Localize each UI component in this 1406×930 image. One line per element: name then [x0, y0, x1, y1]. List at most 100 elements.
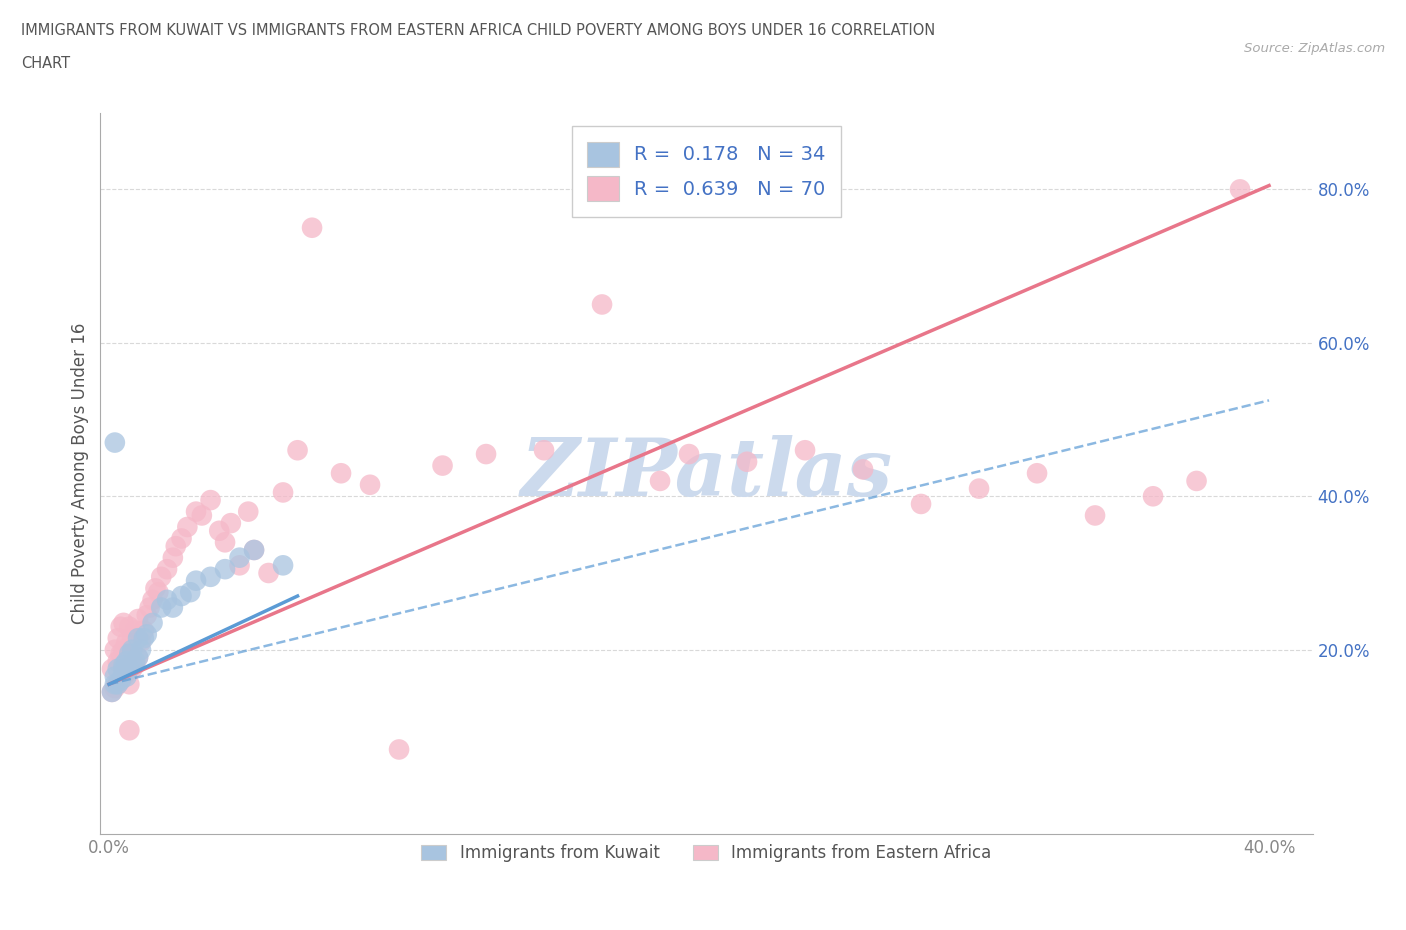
- Point: [214, 562, 236, 577]
- Point: [115, 670, 138, 684]
- Point: [142, 592, 165, 607]
- Point: [124, 654, 146, 669]
- Point: [121, 631, 143, 645]
- Point: [967, 481, 990, 496]
- Point: [112, 670, 135, 684]
- Point: [127, 631, 149, 645]
- Text: IMMIGRANTS FROM KUWAIT VS IMMIGRANTS FROM EASTERN AFRICA CHILD POVERTY AMONG BOY: IMMIGRANTS FROM KUWAIT VS IMMIGRANTS FRO…: [21, 23, 935, 38]
- Point: [101, 661, 124, 676]
- Point: [107, 631, 129, 645]
- Point: [104, 677, 127, 692]
- Point: [257, 565, 280, 580]
- Point: [118, 723, 141, 737]
- Point: [1185, 473, 1208, 488]
- Point: [118, 646, 141, 661]
- Point: [228, 551, 250, 565]
- Point: [191, 508, 214, 523]
- Point: [156, 562, 179, 577]
- Point: [118, 677, 141, 692]
- Point: [228, 558, 250, 573]
- Point: [110, 619, 132, 634]
- Point: [104, 681, 127, 696]
- Point: [156, 592, 179, 607]
- Y-axis label: Child Poverty Among Boys Under 16: Child Poverty Among Boys Under 16: [72, 323, 89, 624]
- Point: [852, 462, 875, 477]
- Point: [121, 643, 143, 658]
- Point: [110, 673, 132, 688]
- Point: [115, 665, 138, 680]
- Point: [124, 658, 146, 672]
- Point: [138, 600, 160, 615]
- Point: [142, 616, 165, 631]
- Point: [359, 477, 381, 492]
- Point: [104, 670, 127, 684]
- Point: [129, 643, 152, 658]
- Point: [104, 435, 127, 450]
- Point: [287, 443, 309, 458]
- Point: [184, 573, 207, 588]
- Point: [112, 658, 135, 672]
- Point: [112, 616, 135, 631]
- Point: [735, 455, 758, 470]
- Point: [184, 504, 207, 519]
- Point: [115, 654, 138, 669]
- Point: [208, 524, 231, 538]
- Point: [179, 585, 201, 600]
- Point: [533, 443, 555, 458]
- Point: [150, 569, 173, 584]
- Point: [127, 612, 149, 627]
- Text: Source: ZipAtlas.com: Source: ZipAtlas.com: [1244, 42, 1385, 55]
- Point: [330, 466, 353, 481]
- Point: [910, 497, 932, 512]
- Point: [118, 619, 141, 634]
- Point: [271, 558, 294, 573]
- Point: [115, 634, 138, 649]
- Point: [129, 634, 152, 649]
- Point: [127, 650, 149, 665]
- Point: [243, 542, 266, 557]
- Point: [1142, 489, 1164, 504]
- Point: [107, 661, 129, 676]
- Point: [101, 684, 124, 699]
- Point: [145, 581, 167, 596]
- Point: [200, 569, 222, 584]
- Point: [121, 658, 143, 672]
- Point: [112, 643, 135, 658]
- Point: [101, 684, 124, 699]
- Point: [121, 661, 143, 676]
- Point: [132, 631, 155, 645]
- Point: [170, 589, 193, 604]
- Text: CHART: CHART: [21, 56, 70, 71]
- Point: [243, 542, 266, 557]
- Point: [107, 677, 129, 692]
- Point: [112, 665, 135, 680]
- Point: [118, 661, 141, 676]
- Point: [165, 538, 187, 553]
- Point: [135, 608, 157, 623]
- Point: [135, 627, 157, 642]
- Point: [388, 742, 411, 757]
- Point: [112, 661, 135, 676]
- Point: [648, 473, 671, 488]
- Point: [219, 516, 242, 531]
- Point: [107, 654, 129, 669]
- Point: [107, 677, 129, 692]
- Point: [148, 585, 170, 600]
- Point: [170, 531, 193, 546]
- Point: [176, 520, 198, 535]
- Point: [591, 297, 613, 312]
- Point: [127, 650, 149, 665]
- Point: [1229, 182, 1251, 197]
- Point: [104, 643, 127, 658]
- Point: [118, 646, 141, 661]
- Point: [214, 535, 236, 550]
- Point: [200, 493, 222, 508]
- Point: [162, 600, 184, 615]
- Point: [238, 504, 260, 519]
- Point: [1026, 466, 1049, 481]
- Point: [110, 646, 132, 661]
- Point: [1084, 508, 1107, 523]
- Point: [162, 551, 184, 565]
- Point: [110, 673, 132, 688]
- Point: [132, 623, 155, 638]
